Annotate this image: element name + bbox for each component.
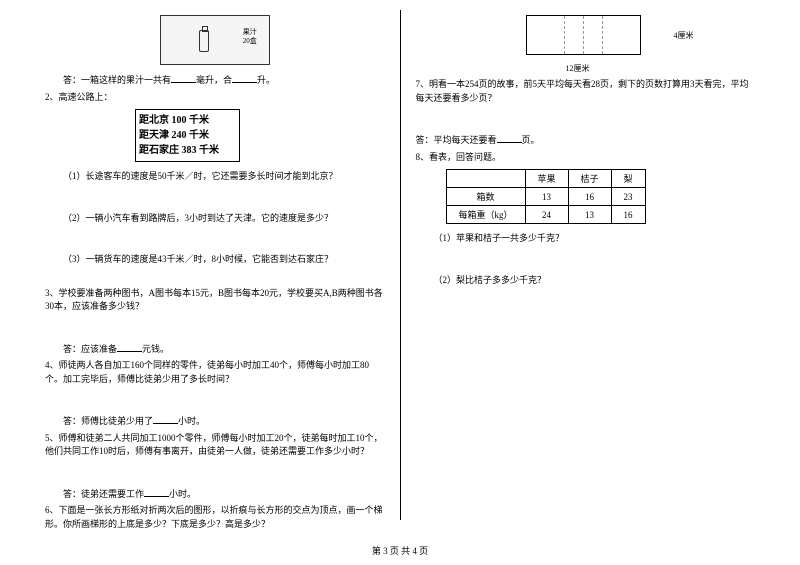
juice-text-1: 果汁 — [243, 28, 257, 37]
question-2-1: （1）长途客车的速度是50千米／时，它还需要多长时间才能到北京？ — [45, 170, 385, 184]
question-6: 6、下面是一张长方形纸对折两次后的图形，以折痕与长方形的交点为顶点，画一个梯形。… — [45, 504, 385, 531]
question-5: 5、师傅和徒弟二人共同加工1000个零件，师傅每小时加工20个，徒弟每时加工10… — [45, 432, 385, 459]
question-8-2: （2）梨比桔子多多少千克？ — [416, 274, 756, 288]
trapezoid-diagram: 4厘米 12厘米 — [526, 15, 666, 60]
question-2: 2、高速公路上： — [45, 91, 385, 105]
table-cell: 13 — [525, 188, 568, 206]
blank — [171, 73, 196, 83]
answer-3: 答：应该准备 元钱。 — [45, 342, 385, 357]
table-cell: 桔子 — [568, 170, 611, 188]
data-table: 苹果 桔子 梨 箱数 13 16 23 每箱重（kg） 24 13 16 — [446, 169, 646, 224]
juice-text-2: 20盒 — [243, 37, 257, 46]
answer-7: 答：平均每天还要看 页。 — [416, 133, 756, 148]
sign-line-1: 距北京 100 千米 — [139, 113, 236, 128]
ans4-b: 小时。 — [178, 416, 205, 426]
table-cell: 13 — [568, 206, 611, 224]
question-2-3: （3）一辆货车的速度是43千米／时，8小时候，它能否到达石家庄？ — [45, 253, 385, 267]
question-8-1: （1）苹果和桔子一共多少千克？ — [416, 232, 756, 246]
table-row: 苹果 桔子 梨 — [446, 170, 645, 188]
ans5-a: 答：徒弟还需要工作 — [63, 489, 144, 499]
ans1-a: 答：一箱这样的果汁一共有 — [63, 75, 171, 85]
table-cell: 每箱重（kg） — [446, 206, 525, 224]
table-cell: 24 — [525, 206, 568, 224]
ans7-b: 页。 — [522, 135, 540, 145]
answer-4: 答：师傅比徒弟少用了 小时。 — [45, 414, 385, 429]
bottle-icon — [199, 30, 209, 52]
blank — [117, 342, 142, 352]
blank — [144, 487, 169, 497]
question-2-2: （2）一辆小汽车看到路牌后，3小时到达了天津。它的速度是多少？ — [45, 212, 385, 226]
juice-label: 果汁 20盒 — [243, 28, 257, 46]
question-3: 3、学校要准备两种图书，A图书每本15元，B图书每本20元，学校要买A,B两种图… — [45, 287, 385, 314]
ans1-b: 毫升，合 — [196, 75, 232, 85]
blank — [153, 414, 178, 424]
fold-line-2 — [583, 16, 584, 54]
ans4-a: 答：师傅比徒弟少用了 — [63, 416, 153, 426]
table-cell — [446, 170, 525, 188]
sign-line-3: 距石家庄 383 千米 — [139, 143, 236, 158]
table-cell: 16 — [568, 188, 611, 206]
fold-line-3 — [602, 16, 603, 54]
question-7: 7、明看一本254页的故事，前5天平均每天看28页，剩下的页数打算用3天看完，平… — [416, 78, 756, 105]
trap-width-label: 12厘米 — [566, 63, 590, 74]
table-row: 箱数 13 16 23 — [446, 188, 645, 206]
table-cell: 16 — [611, 206, 645, 224]
ans1-c: 升。 — [257, 75, 275, 85]
answer-5: 答：徒弟还需要工作 小时。 — [45, 487, 385, 502]
table-cell: 箱数 — [446, 188, 525, 206]
ans3-a: 答：应该准备 — [63, 344, 117, 354]
page-footer: 第 3 页 共 4 页 — [0, 544, 800, 557]
trap-height-label: 4厘米 — [674, 30, 694, 41]
ans7-a: 答：平均每天还要看 — [416, 135, 497, 145]
table-cell: 23 — [611, 188, 645, 206]
table-cell: 苹果 — [525, 170, 568, 188]
ans5-b: 小时。 — [169, 489, 196, 499]
juice-box-diagram: 果汁 20盒 — [160, 15, 270, 65]
question-4: 4、师徒两人各自加工160个同样的零件，徒弟每小时加工40个，师傅每小时加工80… — [45, 359, 385, 386]
road-sign: 距北京 100 千米 距天津 240 千米 距石家庄 383 千米 — [135, 109, 240, 162]
answer-1: 答：一箱这样的果汁一共有 毫升，合 升。 — [45, 73, 385, 88]
blank — [232, 73, 257, 83]
trap-rect — [526, 15, 641, 55]
blank — [497, 133, 522, 143]
sign-line-2: 距天津 240 千米 — [139, 128, 236, 143]
fold-line-1 — [564, 16, 565, 54]
table-cell: 梨 — [611, 170, 645, 188]
ans3-b: 元钱。 — [142, 344, 169, 354]
question-8: 8、看表，回答问题。 — [416, 151, 756, 165]
table-row: 每箱重（kg） 24 13 16 — [446, 206, 645, 224]
